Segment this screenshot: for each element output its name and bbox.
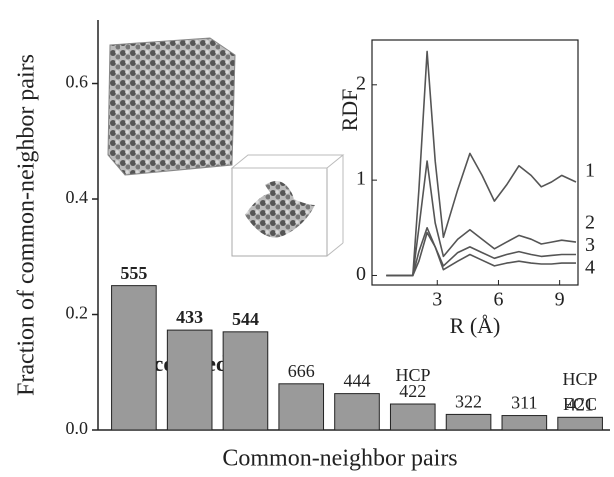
chart: Fraction of common-neighbor pairs Common… [0,0,614,477]
annotation: HCP [562,369,597,389]
bar-category-label: 444 [344,371,371,391]
bar-category-label: 544 [232,309,259,329]
bar-category-label: 421 [567,394,594,414]
inset-y-tick-label: 1 [356,168,366,190]
bar [112,286,157,430]
y-tick-label: 0.4 [66,187,89,207]
bar [279,384,324,430]
y-tick-label: 0.2 [66,303,89,323]
inset-x-tick-label: 9 [555,289,565,311]
curve-label: 4 [585,257,595,279]
curve-label: 1 [585,160,595,182]
x-axis-title: Common-neighbor pairs [222,446,457,472]
bar-category-label: 433 [176,307,203,327]
bar-category-label: 555 [120,263,147,283]
bar-category-label: 666 [288,361,315,381]
bar-category-label: 422 [399,381,426,401]
inset-y-title: RDF [337,89,362,132]
y-tick-label: 0.0 [66,418,89,438]
bar [502,416,547,430]
inset-x-title: R (Å) [450,313,501,338]
bar-category-label: 322 [455,392,482,412]
bar [446,414,491,430]
bar [167,330,212,430]
y-axis-title: Fraction of common-neighbor pairs [14,54,40,396]
bar-category-label: 311 [511,393,537,413]
inset-y-tick-label: 0 [356,263,366,285]
bar [390,404,435,430]
bar [558,417,603,430]
bar [223,332,268,430]
inset-y-tick-label: 2 [356,72,366,94]
curve-label: 3 [585,234,595,256]
bar [335,394,380,430]
y-tick-label: 0.6 [66,72,89,92]
inset-x-tick-label: 3 [432,289,442,311]
inset-x-tick-label: 6 [493,289,503,311]
curve-label: 2 [585,212,595,234]
